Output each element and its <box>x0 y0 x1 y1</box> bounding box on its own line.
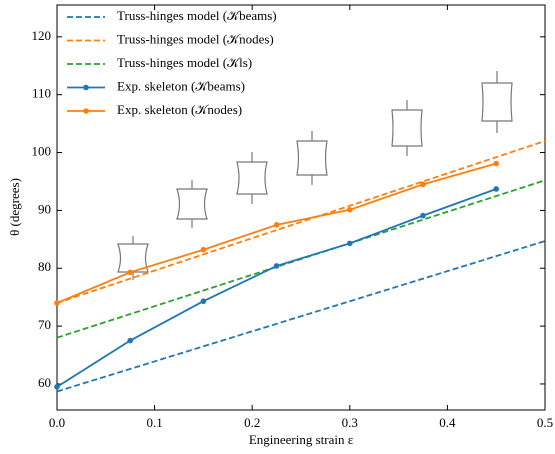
plot-frame <box>56 4 546 411</box>
y-tick-label: 60 <box>38 375 51 390</box>
x-tick-label: 0.1 <box>146 415 162 430</box>
y-axis-label: θ (degrees) <box>7 178 22 236</box>
point <box>127 269 133 276</box>
series-line <box>56 188 497 388</box>
point <box>273 222 280 228</box>
series-line <box>56 140 546 304</box>
y-tick-label: 80 <box>38 259 51 274</box>
point <box>54 384 60 390</box>
point <box>493 186 500 192</box>
y-tick-label: 70 <box>38 317 51 332</box>
legend-label: Truss-hinges model (𝒦nodes) <box>117 31 274 46</box>
x-axis-label: Engineering strain ε <box>249 432 354 447</box>
point <box>347 240 353 247</box>
point <box>200 298 207 305</box>
y-tick-label: 100 <box>32 144 52 159</box>
legend-marker <box>83 84 89 91</box>
x-tick-label: 0.5 <box>537 415 553 430</box>
x-tick-label: 0.0 <box>49 415 65 430</box>
y-tick-label: 110 <box>32 86 51 101</box>
skeleton-icons <box>117 71 513 280</box>
x-tick-label: 0.2 <box>244 415 260 430</box>
point <box>273 263 280 269</box>
series-line <box>56 162 497 304</box>
point <box>200 246 207 253</box>
legend-label: Exp. skeleton (𝒦beams) <box>117 78 245 93</box>
y-tick-label: 90 <box>38 201 51 216</box>
legend-label: Truss-hinges model (𝒦beams) <box>117 8 277 23</box>
series-line <box>56 240 546 393</box>
point <box>347 207 353 213</box>
legend-label: Exp. skeleton (𝒦nodes) <box>117 102 242 117</box>
x-tick-label: 0.4 <box>439 415 456 430</box>
point <box>493 160 500 167</box>
legend-marker <box>83 108 89 114</box>
point <box>54 300 60 306</box>
x-tick-label: 0.3 <box>342 415 358 430</box>
legend-label: Truss-hinges model (𝒦ls) <box>117 55 252 70</box>
point <box>127 337 133 344</box>
y-tick-label: 120 <box>32 28 52 43</box>
point <box>420 181 426 188</box>
point <box>420 212 426 219</box>
